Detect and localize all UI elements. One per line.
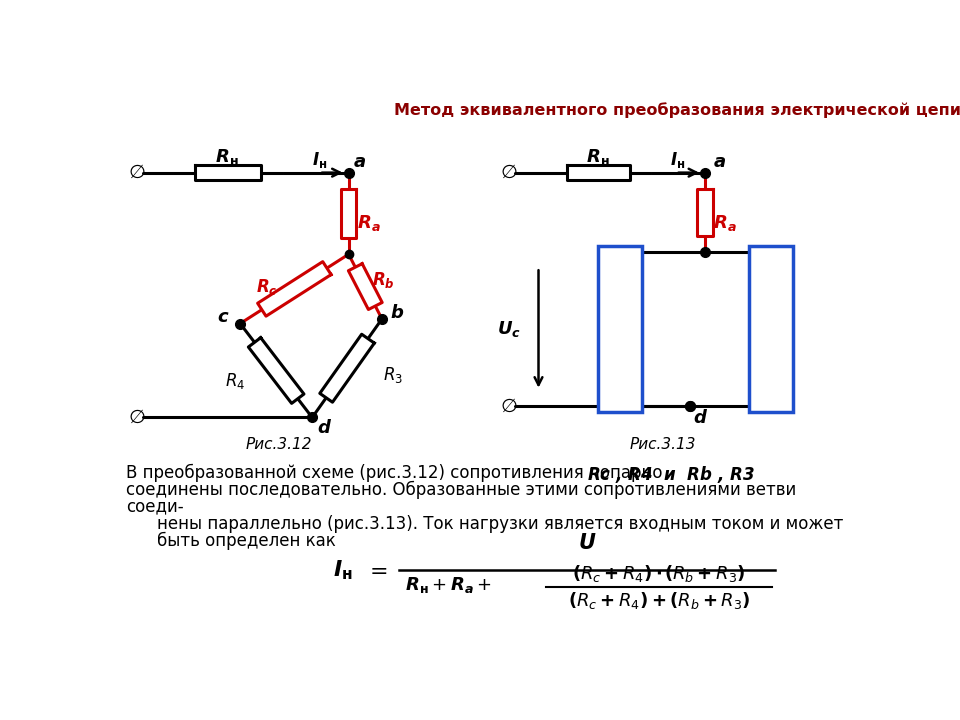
Text: В преобразованной схеме (рис.3.12) сопротивления попарно: В преобразованной схеме (рис.3.12) сопро… bbox=[126, 464, 668, 482]
Text: $\boldsymbol{R}_{\boldsymbol{н}}$: $\boldsymbol{R}_{\boldsymbol{н}}$ bbox=[215, 148, 239, 167]
Polygon shape bbox=[195, 165, 261, 180]
Text: $\boldsymbol{a}$: $\boldsymbol{a}$ bbox=[353, 153, 366, 171]
Text: $\boldsymbol{I}_{\boldsymbol{н}}$: $\boldsymbol{I}_{\boldsymbol{н}}$ bbox=[332, 558, 352, 582]
Text: $\boldsymbol{R}_{\boldsymbol{a}}$: $\boldsymbol{R}_{\boldsymbol{a}}$ bbox=[357, 213, 381, 233]
Polygon shape bbox=[257, 261, 331, 316]
Text: нены параллельно (рис.3.13). Ток нагрузки является входным током и может: нены параллельно (рис.3.13). Ток нагрузк… bbox=[157, 515, 844, 533]
Text: Метод эквивалентного преобразования электрической цепи: Метод эквивалентного преобразования элек… bbox=[395, 102, 960, 117]
Text: $=$: $=$ bbox=[365, 560, 388, 580]
Polygon shape bbox=[249, 338, 304, 403]
Text: $\boldsymbol{I}_{\boldsymbol{н}}$: $\boldsymbol{I}_{\boldsymbol{н}}$ bbox=[670, 150, 685, 169]
Text: $\emptyset$: $\emptyset$ bbox=[500, 163, 517, 182]
Text: $\boldsymbol{R}_{\boldsymbol{a}}$: $\boldsymbol{R}_{\boldsymbol{a}}$ bbox=[713, 213, 737, 233]
Text: соединены последовательно. Образованные этими сопротивлениями ветви: соединены последовательно. Образованные … bbox=[126, 481, 797, 499]
Text: $\boldsymbol{(R_c+R_4)\cdot(R_b+R_3)}$: $\boldsymbol{(R_c+R_4)\cdot(R_b+R_3)}$ bbox=[572, 563, 746, 584]
Text: $\boldsymbol{R_4}$: $\boldsymbol{R_4}$ bbox=[225, 371, 245, 390]
Text: быть определен как: быть определен как bbox=[157, 531, 336, 549]
Text: $\boldsymbol{R_c}$: $\boldsymbol{R_c}$ bbox=[610, 299, 630, 319]
Text: $\boldsymbol{c}$: $\boldsymbol{c}$ bbox=[217, 308, 229, 326]
Text: $+$: $+$ bbox=[612, 317, 627, 335]
Polygon shape bbox=[341, 189, 356, 238]
Text: $+$: $+$ bbox=[764, 317, 778, 335]
Polygon shape bbox=[697, 189, 713, 236]
Polygon shape bbox=[348, 264, 382, 310]
Text: Рис.3.13: Рис.3.13 bbox=[629, 437, 696, 452]
Text: $\boldsymbol{I}_{\boldsymbol{н}}$: $\boldsymbol{I}_{\boldsymbol{н}}$ bbox=[312, 150, 327, 169]
Bar bbox=[750, 246, 793, 412]
Text: $\boldsymbol{R}_{\boldsymbol{н}}$: $\boldsymbol{R}_{\boldsymbol{н}}$ bbox=[587, 148, 610, 167]
Text: $\boldsymbol{R}_{\boldsymbol{c}}$: $\boldsymbol{R}_{\boldsymbol{c}}$ bbox=[256, 276, 278, 297]
Text: $\boldsymbol{R_4}$: $\boldsymbol{R_4}$ bbox=[610, 336, 630, 356]
Text: $\boldsymbol{(R_c+R_4)+(R_b+R_3)}$: $\boldsymbol{(R_c+R_4)+(R_b+R_3)}$ bbox=[567, 590, 751, 611]
Text: $\boldsymbol{R_3}$: $\boldsymbol{R_3}$ bbox=[383, 365, 403, 385]
Text: $\emptyset$: $\emptyset$ bbox=[129, 163, 146, 182]
Polygon shape bbox=[320, 334, 374, 402]
Text: $\boldsymbol{d}$: $\boldsymbol{d}$ bbox=[317, 419, 332, 437]
Bar bbox=[598, 246, 641, 412]
Text: $\boldsymbol{d}$: $\boldsymbol{d}$ bbox=[693, 409, 708, 427]
Polygon shape bbox=[567, 165, 630, 180]
Text: $\boldsymbol{a}$: $\boldsymbol{a}$ bbox=[712, 153, 726, 171]
Text: $\boldsymbol{R_b}$: $\boldsymbol{R_b}$ bbox=[761, 299, 781, 319]
Text: $\boldsymbol{R}$c , $\boldsymbol{R}$4  и  $\boldsymbol{R}$b , $\boldsymbol{R}$3: $\boldsymbol{R}$c , $\boldsymbol{R}$4 и … bbox=[588, 464, 755, 485]
Text: $\boldsymbol{R_3}$: $\boldsymbol{R_3}$ bbox=[761, 336, 781, 356]
Text: $\emptyset$: $\emptyset$ bbox=[129, 408, 146, 427]
Text: $\boldsymbol{R}_{\boldsymbol{b}}$: $\boldsymbol{R}_{\boldsymbol{b}}$ bbox=[372, 271, 395, 290]
Text: $\boldsymbol{U}$: $\boldsymbol{U}$ bbox=[578, 533, 596, 553]
Text: $\boldsymbol{R}_{\boldsymbol{н}}+\boldsymbol{R}_{\boldsymbol{a}}+$: $\boldsymbol{R}_{\boldsymbol{н}}+\boldsy… bbox=[405, 575, 492, 595]
Text: Рис.3.12: Рис.3.12 bbox=[246, 437, 312, 452]
Text: $\emptyset$: $\emptyset$ bbox=[500, 397, 517, 415]
Text: $\boldsymbol{b}$: $\boldsymbol{b}$ bbox=[391, 304, 404, 322]
Text: $\boldsymbol{U}_{\boldsymbol{c}}$: $\boldsymbol{U}_{\boldsymbol{c}}$ bbox=[497, 319, 521, 339]
Text: соеди-: соеди- bbox=[126, 498, 183, 516]
